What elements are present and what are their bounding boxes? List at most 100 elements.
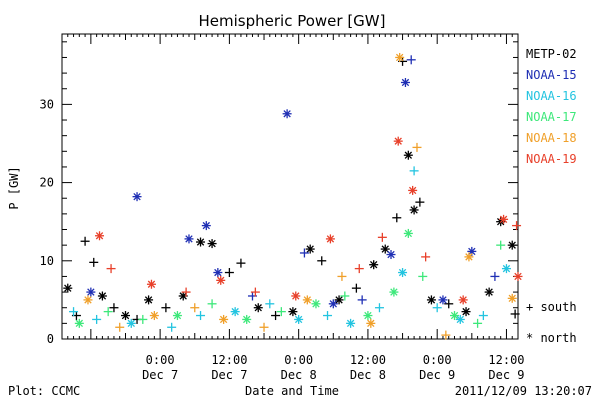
point-noaa-16-south: [409, 166, 419, 176]
point-noaa-18-south: [190, 303, 200, 313]
point-noaa-17-north: [74, 318, 84, 328]
point-noaa-18-north: [395, 52, 405, 62]
point-noaa-17-north: [172, 311, 182, 321]
point-noaa-16-south: [374, 303, 384, 313]
x-tick-date-label: Dec 9: [419, 368, 455, 382]
point-noaa-17-south: [473, 318, 483, 328]
point-metp-02-north: [461, 307, 471, 317]
point-noaa-15-north: [132, 192, 142, 202]
point-noaa-17-north: [363, 311, 373, 321]
point-noaa-19-south: [250, 287, 260, 297]
point-noaa-15-north: [213, 268, 223, 278]
point-metp-02-north: [253, 303, 263, 313]
point-noaa-16-north: [455, 314, 465, 324]
point-noaa-18-south: [441, 330, 451, 340]
point-noaa-19-north: [393, 136, 403, 146]
point-noaa-19-north: [95, 231, 105, 241]
point-noaa-18-south: [115, 322, 125, 332]
point-noaa-17-south: [103, 307, 113, 317]
point-noaa-18-north: [302, 295, 312, 305]
point-noaa-17-south: [496, 240, 506, 250]
point-noaa-15-north: [438, 295, 448, 305]
point-metp-02-south: [317, 256, 327, 266]
point-metp-02-north: [196, 237, 206, 247]
point-metp-02-south: [415, 197, 425, 207]
legend-entry-noaa-19: NOAA-19: [526, 152, 577, 166]
legend-entry-noaa-17: NOAA-17: [526, 110, 577, 124]
point-noaa-18-north: [219, 314, 229, 324]
point-noaa-19-south: [106, 264, 116, 274]
x-tick-time-label: 0:00: [423, 353, 452, 367]
point-noaa-16-south: [69, 307, 79, 317]
point-noaa-16-south: [196, 311, 206, 321]
legend: METP-02 NOAA-15 NOAA-16 NOAA-17 NOAA-18 NOAA-…: [526, 47, 577, 166]
legend-north-marker: * north: [526, 331, 577, 345]
point-metp-02-south: [161, 303, 171, 313]
point-noaa-19-south: [354, 264, 364, 274]
point-metp-02-south: [109, 303, 119, 313]
point-noaa-18-south: [412, 142, 422, 152]
point-noaa-17-south: [276, 307, 286, 317]
point-noaa-17-south: [418, 271, 428, 281]
point-metp-02-north: [507, 240, 517, 250]
point-metp-02-south: [89, 257, 99, 267]
point-noaa-19-south: [181, 287, 191, 297]
point-metp-02-north: [403, 150, 413, 160]
y-tick-label: 0: [47, 332, 54, 346]
point-metp-02-north: [426, 295, 436, 305]
chart-title: Hemispheric Power [GW]: [199, 12, 386, 30]
footer-credit: Plot: CCMC: [8, 384, 80, 398]
x-tick-time-label: 12:00: [211, 353, 247, 367]
point-noaa-18-north: [366, 318, 376, 328]
x-tick-time-label: 0:00: [146, 353, 175, 367]
legend-entry-metp-02: METP-02: [526, 47, 577, 61]
point-noaa-15-north: [328, 299, 338, 309]
x-axis-label: Date and Time: [245, 384, 339, 398]
point-noaa-19-north: [146, 279, 156, 289]
data-points: [63, 52, 523, 340]
point-metp-02-south: [271, 311, 281, 321]
legend-entry-noaa-18: NOAA-18: [526, 131, 577, 145]
point-noaa-18-north: [83, 295, 93, 305]
point-noaa-16-north: [501, 264, 511, 274]
legend-south-marker: + south: [526, 300, 577, 314]
point-noaa-17-north: [242, 314, 252, 324]
plot-frame: [61, 33, 519, 340]
point-noaa-19-north: [325, 234, 335, 244]
point-metp-02-north: [144, 295, 154, 305]
point-metp-02-south: [224, 268, 234, 278]
y-tick-label: 20: [40, 176, 54, 190]
point-noaa-18-north: [149, 311, 159, 321]
point-metp-02-north: [97, 291, 107, 301]
point-noaa-16-north: [346, 318, 356, 328]
point-noaa-16-north: [398, 268, 408, 278]
point-noaa-17-north: [403, 228, 413, 238]
point-noaa-15-south: [406, 55, 416, 65]
point-noaa-19-south: [421, 252, 431, 262]
point-noaa-17-south: [340, 291, 350, 301]
x-tick-time-label: 0:00: [284, 353, 313, 367]
footer-timestamp: 2011/12/09 13:20:07: [455, 384, 592, 398]
x-tick-date-label: Dec 8: [281, 368, 317, 382]
point-metp-02-south: [510, 309, 520, 319]
point-noaa-19-north: [291, 291, 301, 301]
point-noaa-18-south: [337, 271, 347, 281]
point-noaa-16-north: [230, 307, 240, 317]
point-noaa-15-north: [86, 287, 96, 297]
point-noaa-16-south: [265, 299, 275, 309]
point-noaa-19-south: [377, 232, 387, 242]
point-noaa-15-north: [184, 234, 194, 244]
point-noaa-17-north: [311, 299, 321, 309]
point-noaa-19-north: [458, 295, 468, 305]
y-axis: 0 10 20 30: [40, 41, 518, 346]
y-tick-label: 30: [40, 97, 54, 111]
point-noaa-17-north: [389, 287, 399, 297]
point-noaa-18-south: [259, 322, 269, 332]
point-metp-02-south: [351, 283, 361, 293]
point-noaa-15-north: [282, 109, 292, 119]
point-noaa-17-south: [138, 314, 148, 324]
legend-entry-noaa-15: NOAA-15: [526, 68, 577, 82]
point-metp-02-north: [120, 311, 130, 321]
